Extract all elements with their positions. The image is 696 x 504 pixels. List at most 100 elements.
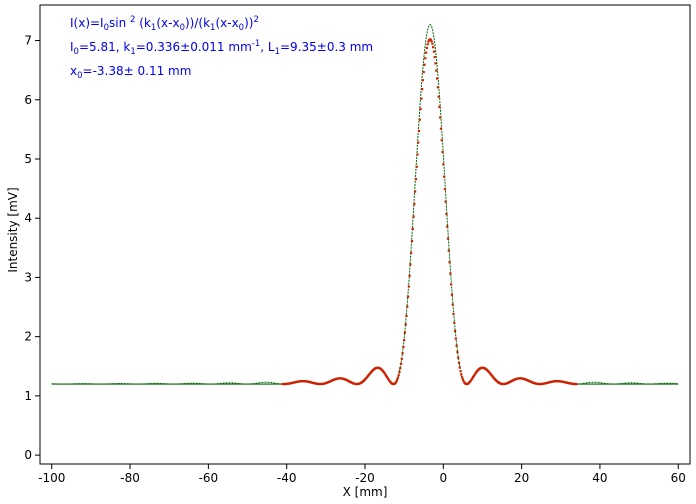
data-point [411, 227, 414, 231]
y-tick-label: 7 [24, 34, 32, 48]
data-point [421, 79, 425, 82]
data-point [460, 373, 463, 376]
y-axis-title: Intensity [mV] [6, 187, 20, 272]
data-point [454, 337, 457, 340]
data-point [437, 95, 440, 98]
data-point [432, 46, 435, 49]
data-point [462, 380, 465, 383]
data-point [395, 380, 398, 383]
data-point [453, 321, 456, 324]
data-point [407, 285, 410, 288]
data-point [403, 339, 406, 342]
x-tick-label: -40 [277, 471, 297, 485]
data-point [439, 116, 442, 119]
data-point [449, 272, 452, 275]
data-point [417, 141, 420, 144]
data-point [417, 129, 421, 133]
x-tick-label: -80 [120, 471, 140, 485]
data-point [399, 367, 402, 370]
data-point [438, 105, 441, 108]
x-tick-label: 40 [592, 471, 607, 485]
data-point [384, 373, 387, 376]
data-point [418, 118, 421, 121]
y-tick-label: 0 [24, 448, 32, 462]
data-point [455, 344, 458, 347]
data-point [401, 352, 404, 355]
data-point [398, 370, 401, 374]
data-point [385, 374, 388, 377]
data-point [458, 366, 461, 369]
data-point [424, 57, 427, 60]
data-point [396, 378, 399, 382]
data-point [403, 331, 407, 334]
data-point [419, 107, 422, 111]
data-point [448, 261, 451, 264]
data-point [575, 382, 578, 386]
data-point [433, 55, 436, 59]
data-point [442, 163, 445, 166]
data-point [430, 40, 433, 43]
y-tick-label: 6 [24, 93, 32, 107]
data-point [471, 376, 475, 379]
data-point [431, 42, 434, 45]
data-point [415, 165, 418, 168]
y-tick-label: 4 [24, 211, 32, 225]
x-axis-ticks: -100 -80 -60 -40 -20 0 20 40 60 [38, 464, 686, 485]
data-point [420, 97, 423, 100]
y-axis-ticks: 0 1 2 3 4 5 6 7 [24, 34, 40, 462]
data-point [459, 370, 462, 373]
data-point [453, 329, 457, 333]
data-point [427, 40, 430, 43]
data-point [445, 212, 448, 216]
x-tick-label: -20 [355, 471, 375, 485]
data-point [472, 374, 475, 378]
fit-formula: I(x)=I0sin 2 (k1(x-x0))/(k1(x-x0))2 [70, 15, 259, 33]
x-tick-label: 20 [514, 471, 529, 485]
data-point [414, 190, 417, 193]
x-tick-label: -100 [38, 471, 65, 485]
data-point [435, 77, 439, 80]
data-point [446, 237, 450, 240]
x-axis-title: X [mm] [343, 485, 388, 499]
data-point [470, 378, 473, 381]
data-point [425, 46, 428, 50]
data-point [416, 153, 419, 156]
data-point [399, 362, 403, 365]
fit-parameters: I0=5.81, k1=0.336±0.011 mm-1, L1=9.35±0.… [70, 39, 373, 57]
data-point [412, 215, 415, 218]
y-tick-label: 3 [24, 270, 32, 284]
data-point [461, 376, 464, 379]
data-point [422, 70, 425, 74]
data-point [405, 314, 408, 317]
data-point [452, 312, 455, 316]
y-tick-label: 5 [24, 152, 32, 166]
data-point [397, 374, 400, 377]
data-point [473, 373, 476, 376]
data-point [443, 188, 446, 191]
data-point [457, 356, 460, 359]
data-point [400, 357, 403, 360]
data-point [406, 295, 410, 298]
y-tick-label: 1 [24, 389, 32, 403]
data-point [396, 376, 399, 379]
data-point [402, 345, 405, 349]
data-point [446, 225, 449, 228]
data-point [394, 381, 397, 384]
data-point [383, 372, 386, 375]
data-point [424, 51, 428, 54]
data-point [439, 127, 443, 130]
data-point [441, 151, 444, 154]
data-point [406, 305, 409, 308]
data-point [421, 88, 424, 91]
plot-frame [39, 4, 691, 465]
data-point [423, 63, 426, 66]
data-point [404, 323, 407, 326]
data-point [450, 293, 454, 296]
data-point [432, 50, 436, 53]
data-point [444, 200, 447, 203]
data-point [413, 203, 416, 206]
data-point [456, 350, 459, 354]
data-point [457, 361, 461, 364]
data-point [414, 178, 417, 181]
